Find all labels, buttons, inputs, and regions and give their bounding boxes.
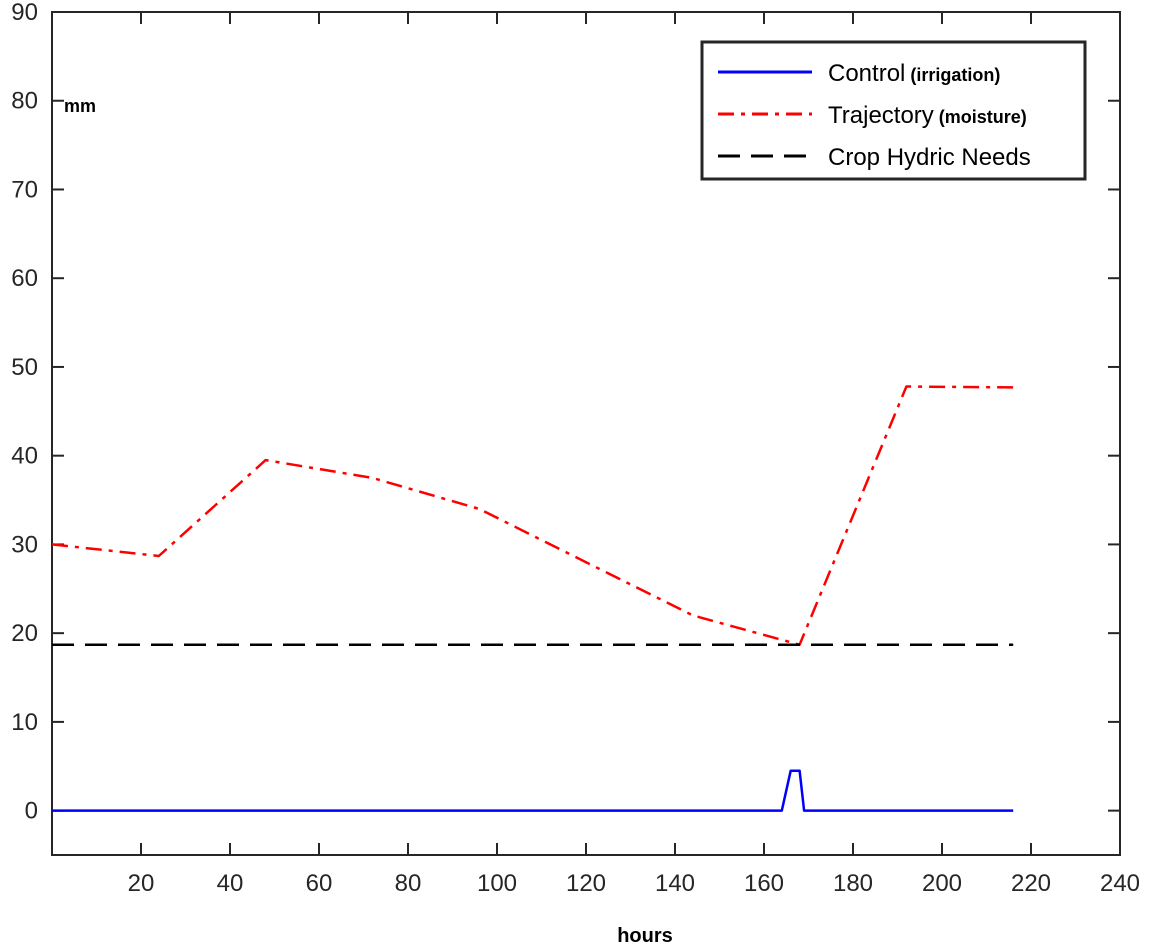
legend-label: Control (irrigation) (828, 60, 1000, 87)
legend-series-name: Control (828, 60, 905, 87)
legend-series-name: Trajectory (828, 102, 934, 129)
legend-series-name: Crop Hydric Needs (828, 144, 1031, 171)
x-tick-label: 120 (566, 870, 606, 897)
x-tick-label: 180 (833, 870, 873, 897)
series-line-control (52, 769, 1014, 812)
x-tick-label: 140 (655, 870, 695, 897)
y-tick-label: 10 (11, 709, 38, 736)
y-tick-label: 30 (11, 531, 38, 558)
x-tick-label: 40 (217, 870, 244, 897)
y-axis-label: mm (64, 96, 96, 116)
legend-label: Crop Hydric Needs (828, 144, 1031, 171)
legend-label: Trajectory (moisture) (828, 102, 1027, 129)
x-tick-label: 220 (1011, 870, 1051, 897)
y-tick-label: 0 (25, 798, 38, 825)
x-tick-label: 60 (306, 870, 333, 897)
x-tick-label: 160 (744, 870, 784, 897)
y-tick-label: 70 (11, 176, 38, 203)
legend-series-suffix: (moisture) (939, 107, 1027, 127)
legend: Control (irrigation) Trajectory (moisture) C… (700, 40, 1087, 181)
x-tick-label: 100 (477, 870, 517, 897)
axis-ticks: 20 40 60 80 100 120 140 160 180 200 220 240 0 10 20 30 4… (11, 0, 1140, 897)
series-line-trajectory (51, 385, 1014, 646)
y-tick-label: 40 (11, 443, 38, 470)
y-tick-label: 20 (11, 620, 38, 647)
series-lines (51, 385, 1014, 812)
y-tick-label: 60 (11, 265, 38, 292)
x-tick-label: 240 (1100, 870, 1140, 897)
x-tick-label: 80 (395, 870, 422, 897)
y-tick-label: 90 (11, 0, 38, 26)
x-axis-label: hours (617, 925, 673, 946)
x-tick-label: 20 (128, 870, 155, 897)
y-tick-label: 50 (11, 354, 38, 381)
x-tick-label: 200 (922, 870, 962, 897)
y-tick-label: 80 (11, 88, 38, 115)
legend-series-suffix: (irrigation) (910, 65, 1000, 85)
